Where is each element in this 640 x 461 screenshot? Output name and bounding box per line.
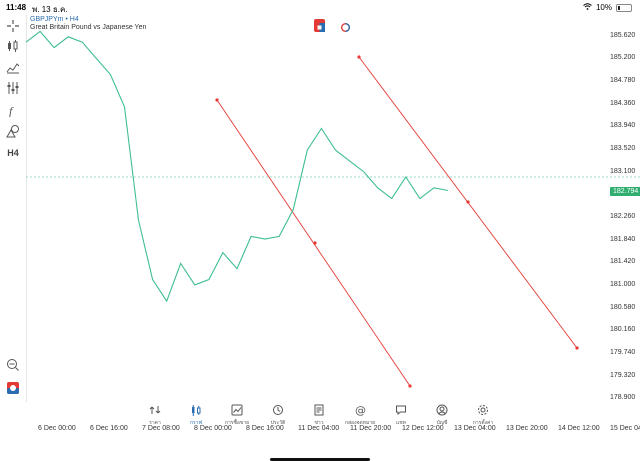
account-icon — [436, 404, 448, 416]
trendline-2-mid-handle — [466, 200, 470, 204]
y-tick-label: 185.620 — [610, 31, 636, 39]
symbol-description: Great Britain Pound vs Japanese Yen — [30, 24, 147, 31]
x-tick-label: 6 Dec 00:00 — [38, 425, 76, 432]
x-tick-label: 13 Dec 20:00 — [506, 425, 548, 432]
quotes-icon — [149, 406, 161, 414]
y-tick-label: 180.580 — [610, 303, 636, 311]
y-tick-label: 179.320 — [610, 371, 636, 379]
y-tick-label: 183.520 — [610, 144, 636, 152]
nav-item-account[interactable]: บัญชี — [418, 404, 466, 427]
trendline-2-end-handle — [575, 346, 579, 350]
candles-icon[interactable] — [5, 38, 21, 54]
x-tick-label: 15 Dec 04:00 — [610, 425, 640, 432]
y-tick-label: 181.840 — [610, 235, 636, 243]
nav-item-chat[interactable]: แชท — [377, 404, 425, 427]
battery-icon — [616, 3, 632, 12]
wifi-icon — [583, 3, 592, 12]
mailbox-icon: @ — [355, 404, 366, 416]
settings-sliders-icon[interactable] — [5, 80, 21, 96]
nav-item-chart[interactable]: กราฟ — [172, 404, 220, 427]
nav-label: ราคา — [149, 420, 161, 426]
nav-item-settings[interactable]: การตั้งค่า — [459, 404, 507, 427]
nav-label: กราฟ — [189, 420, 203, 426]
y-tick-label: 182.260 — [610, 212, 636, 220]
bottom-nav: ราคา กราฟ การซื้อขาย ประวัติ ข่าว @ กล่องจดหมา… — [0, 404, 640, 461]
y-tick-label: 178.900 — [610, 394, 636, 402]
nav-item-history[interactable]: ประวัติ — [254, 404, 302, 427]
magnifier-icon[interactable] — [5, 357, 21, 373]
history-icon — [273, 405, 283, 415]
nav-label: การตั้งค่า — [472, 420, 494, 426]
trendline-1[interactable] — [215, 98, 412, 388]
y-tick-label: 179.740 — [610, 348, 636, 356]
nav-label: การซื้อขาย — [224, 420, 250, 426]
indicators-icon[interactable] — [5, 59, 21, 75]
one-click-trading-icon[interactable] — [340, 19, 351, 32]
crosshair-icon[interactable] — [5, 18, 21, 34]
nav-label: แชท — [396, 420, 406, 426]
status-bar: 11:48 พ. 13 ธ.ค. 10% — [0, 0, 640, 14]
trendline-2-start-handle — [357, 55, 361, 59]
nav-item-quotes[interactable]: ราคา — [131, 404, 179, 427]
trendline-1-mid-handle — [313, 241, 317, 245]
y-tick-label: 184.360 — [610, 99, 636, 107]
x-tick-label: 8 Dec 16:00 — [246, 425, 284, 432]
y-tick-label: 183.100 — [610, 167, 636, 175]
svg-text:@: @ — [355, 404, 366, 416]
left-toolbar: f H4 — [0, 14, 27, 402]
status-date: พ. 13 ธ.ค. — [32, 5, 68, 14]
x-tick-label: 8 Dec 00:00 — [194, 425, 232, 432]
trendline-1-end-handle — [408, 384, 412, 388]
trendline-1-start-handle — [215, 98, 219, 102]
nav-label: ข่าว — [314, 420, 324, 426]
trade-icon — [231, 404, 243, 416]
settings-icon — [478, 405, 488, 415]
nav-label: ประวัติ — [270, 420, 286, 426]
chart-icon — [192, 405, 201, 416]
nav-item-trade[interactable]: การซื้อขาย — [213, 404, 261, 427]
x-tick-label: 6 Dec 16:00 — [90, 425, 128, 432]
function-icon[interactable]: f — [5, 102, 21, 118]
chart-area[interactable]: GBPJPYm • H4 Great Britain Pound vs Japa… — [26, 14, 640, 432]
y-tick-label: 181.420 — [610, 258, 636, 266]
x-tick-label: 11 Dec 20:00 — [350, 425, 392, 432]
x-tick-label: 11 Dec 04:00 — [298, 425, 340, 432]
battery-percent: 10% — [595, 3, 612, 12]
sell-chip-icon[interactable] — [314, 19, 325, 32]
news-icon — [314, 404, 324, 416]
y-tick-label: 185.200 — [610, 54, 636, 62]
status-right: 10% — [583, 3, 632, 12]
y-tick-label: 180.160 — [610, 326, 636, 334]
x-tick-label: 12 Dec 12:00 — [402, 425, 444, 432]
chat-icon — [396, 405, 406, 416]
trade-panel-icon[interactable] — [5, 380, 21, 396]
timeframe-button[interactable]: H4 — [7, 148, 19, 158]
price-series — [26, 30, 449, 303]
nav-label: กล่องจดหมาย — [344, 420, 376, 426]
current-price-tag: 182.794 — [610, 187, 640, 196]
x-tick-label: 14 Dec 12:00 — [558, 425, 600, 432]
price-line — [26, 30, 449, 303]
y-tick-label: 184.780 — [610, 77, 636, 85]
y-tick-label: 183.940 — [610, 122, 636, 130]
nav-item-news[interactable]: ข่าว — [295, 404, 343, 427]
symbol-timeframe: H4 — [69, 16, 79, 23]
x-tick-label: 13 Dec 04:00 — [454, 425, 496, 432]
chart-symbol: GBPJPYm • H4 — [30, 16, 79, 23]
nav-item-mailbox[interactable]: @ กล่องจดหมาย — [336, 404, 384, 427]
y-tick-label: 181.000 — [610, 280, 636, 288]
symbol-name: GBPJPYm — [30, 16, 64, 23]
trendline-2[interactable] — [357, 55, 579, 350]
nav-label: บัญชี — [436, 420, 448, 426]
shapes-icon[interactable] — [5, 123, 21, 139]
price-chart[interactable] — [26, 14, 640, 421]
x-tick-label: 7 Dec 08:00 — [142, 425, 180, 432]
status-time: 11:48 — [6, 3, 27, 12]
svg-text:f: f — [9, 104, 14, 117]
